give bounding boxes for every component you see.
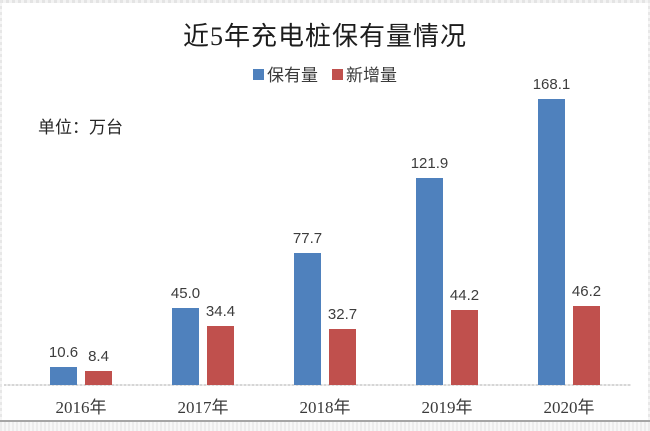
- bottom-border-rule: [0, 420, 650, 422]
- frame-border-right: [648, 0, 650, 431]
- bar: [294, 253, 321, 385]
- bar-value-label: 77.7: [292, 230, 323, 247]
- x-tick-label: 2016年: [55, 398, 107, 417]
- legend-swatch-icon: [332, 69, 343, 80]
- bar-value-label: 46.2: [571, 283, 602, 300]
- legend-label: 新增量: [346, 66, 397, 85]
- chart-legend: 保有量 新增量: [0, 61, 650, 86]
- bar-value-label: 45.0: [170, 285, 201, 302]
- bar-value-label: 8.4: [88, 348, 109, 365]
- x-axis-line: [4, 384, 631, 386]
- x-tick-label: 2017年: [177, 398, 229, 417]
- unit-label: 单位：万台: [38, 118, 123, 137]
- chart-title: 近5年充电桩保有量情况: [182, 22, 467, 51]
- legend-label: 保有量: [267, 66, 318, 85]
- legend-item: 保有量: [253, 61, 318, 86]
- legend-item: 新增量: [332, 61, 397, 86]
- bar: [451, 310, 478, 385]
- x-tick-label: 2020年: [543, 398, 595, 417]
- bar-value-label: 10.6: [48, 344, 79, 361]
- bar-value-label: 44.2: [449, 287, 480, 304]
- frame-border-top: [0, 0, 650, 3]
- x-tick-label: 2018年: [299, 398, 351, 417]
- bar: [50, 367, 77, 385]
- x-tick-label: 2019年: [421, 398, 473, 417]
- bottom-border-strip: [0, 422, 650, 431]
- bar-value-label: 121.9: [410, 155, 449, 172]
- bar: [85, 371, 112, 385]
- bar-value-label: 34.4: [205, 303, 236, 320]
- bar-value-label: 32.7: [327, 306, 358, 323]
- bar: [538, 99, 565, 385]
- bar: [172, 308, 199, 385]
- bar-value-label: 168.1: [532, 76, 571, 93]
- bar: [207, 326, 234, 385]
- frame-border-left: [0, 0, 2, 431]
- legend-swatch-icon: [253, 69, 264, 80]
- bar: [416, 178, 443, 385]
- bar: [329, 329, 356, 385]
- bar: [573, 306, 600, 385]
